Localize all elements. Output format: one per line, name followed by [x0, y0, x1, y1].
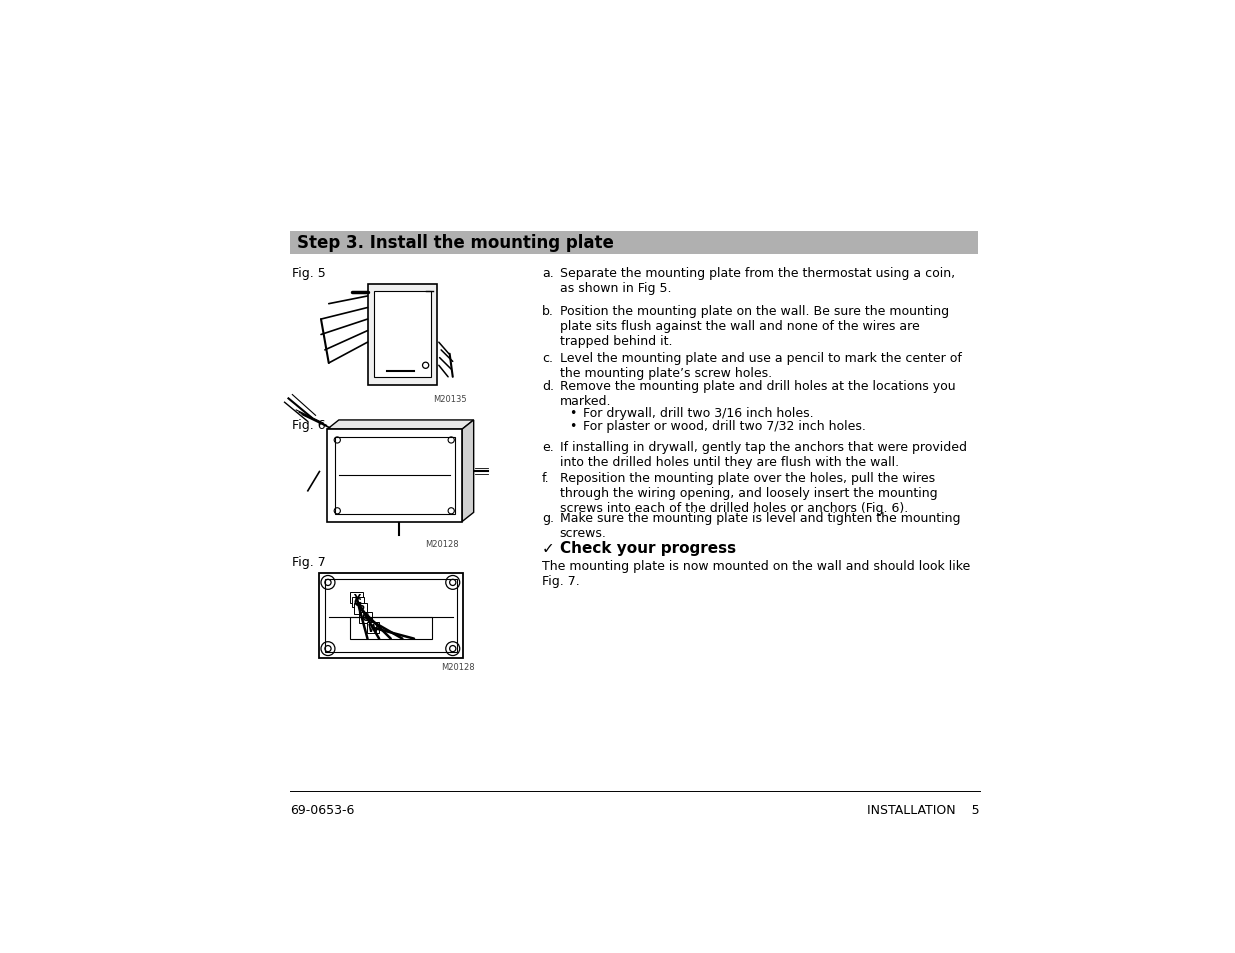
Text: Fig. 7: Fig. 7: [293, 555, 326, 568]
Text: Y: Y: [353, 593, 359, 603]
Polygon shape: [374, 292, 431, 377]
Text: M20135: M20135: [433, 395, 467, 403]
Polygon shape: [462, 420, 474, 522]
Polygon shape: [327, 430, 462, 522]
Text: Step 3. Install the mounting plate: Step 3. Install the mounting plate: [296, 233, 614, 252]
Bar: [325, 579, 457, 653]
Polygon shape: [327, 420, 474, 430]
Text: c.: c.: [542, 352, 553, 364]
Text: •: •: [569, 419, 577, 433]
Bar: [359, 613, 372, 623]
Text: Fig. 6: Fig. 6: [293, 418, 326, 431]
Text: C: C: [362, 613, 369, 623]
Text: R: R: [357, 604, 364, 614]
Bar: [351, 618, 432, 639]
Text: G: G: [353, 598, 362, 607]
Text: If installing in drywall, gently tap the anchors that were provided
into the dri: If installing in drywall, gently tap the…: [559, 440, 967, 469]
Text: d.: d.: [542, 379, 553, 393]
Bar: [352, 597, 364, 608]
Text: f.: f.: [542, 472, 550, 484]
Text: Remove the mounting plate and drill holes at the locations you
marked.: Remove the mounting plate and drill hole…: [559, 379, 956, 408]
Bar: [320, 574, 463, 659]
Text: g.: g.: [542, 511, 553, 524]
Text: Position the mounting plate on the wall. Be sure the mounting
plate sits flush a: Position the mounting plate on the wall.…: [559, 305, 948, 348]
Text: W: W: [368, 623, 378, 633]
Bar: [290, 232, 978, 254]
Text: For drywall, drill two 3/16 inch holes.: For drywall, drill two 3/16 inch holes.: [583, 407, 814, 419]
Text: Reposition the mounting plate over the holes, pull the wires
through the wiring : Reposition the mounting plate over the h…: [559, 472, 937, 515]
Text: Separate the mounting plate from the thermostat using a coin,
as shown in Fig 5.: Separate the mounting plate from the the…: [559, 267, 955, 294]
Text: M20128: M20128: [441, 662, 474, 671]
Text: 69-0653-6: 69-0653-6: [290, 803, 354, 817]
Text: INSTALLATION    5: INSTALLATION 5: [867, 803, 979, 817]
Text: Fig. 5: Fig. 5: [293, 267, 326, 279]
Text: •: •: [569, 407, 577, 419]
Bar: [354, 603, 367, 615]
Text: b.: b.: [542, 305, 553, 318]
Text: Level the mounting plate and use a pencil to mark the center of
the mounting pla: Level the mounting plate and use a penci…: [559, 352, 962, 379]
Text: ✓ Check your progress: ✓ Check your progress: [542, 540, 736, 556]
Text: M20128: M20128: [426, 539, 459, 548]
Polygon shape: [368, 285, 437, 385]
Bar: [351, 593, 363, 603]
Bar: [367, 622, 379, 634]
Text: e.: e.: [542, 440, 553, 454]
Text: The mounting plate is now mounted on the wall and should look like
Fig. 7.: The mounting plate is now mounted on the…: [542, 559, 971, 587]
Text: a.: a.: [542, 267, 553, 279]
Bar: [335, 437, 454, 515]
Text: For plaster or wood, drill two 7/32 inch holes.: For plaster or wood, drill two 7/32 inch…: [583, 419, 866, 433]
Text: Make sure the mounting plate is level and tighten the mounting
screws.: Make sure the mounting plate is level an…: [559, 511, 960, 539]
